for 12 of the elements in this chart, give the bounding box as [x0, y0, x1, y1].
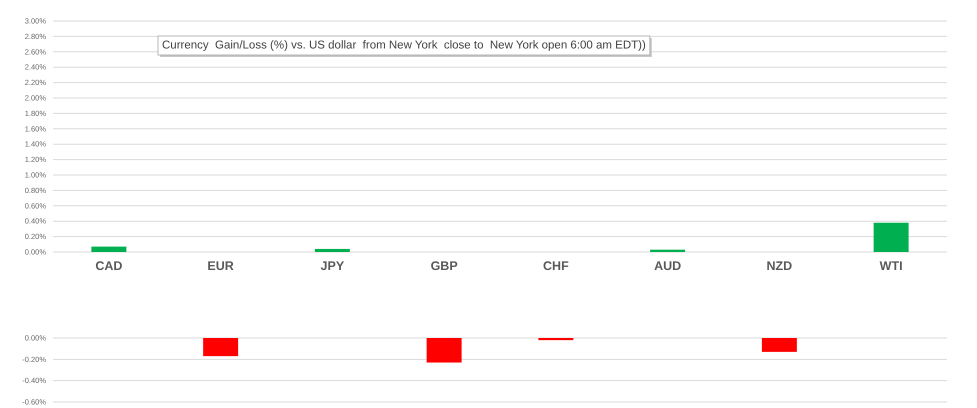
x-tick-label: JPY: [320, 259, 345, 273]
x-tick-label: NZD: [766, 259, 792, 273]
text: Currency Gain/Loss (%) vs. US dollar from New York close to New York open 6:00 am EDT)): [162, 40, 646, 52]
x-tick-label: CAD: [95, 259, 122, 273]
x-tick-label: WTI: [880, 259, 903, 273]
x-tick-label: AUD: [654, 259, 682, 273]
bar: [91, 246, 126, 252]
bar: [874, 222, 909, 252]
x-tick-label: GBP: [430, 259, 458, 273]
bar: [314, 248, 350, 252]
x-tick-label: CHF: [543, 259, 570, 273]
x-tick-label: EUR: [207, 259, 234, 273]
